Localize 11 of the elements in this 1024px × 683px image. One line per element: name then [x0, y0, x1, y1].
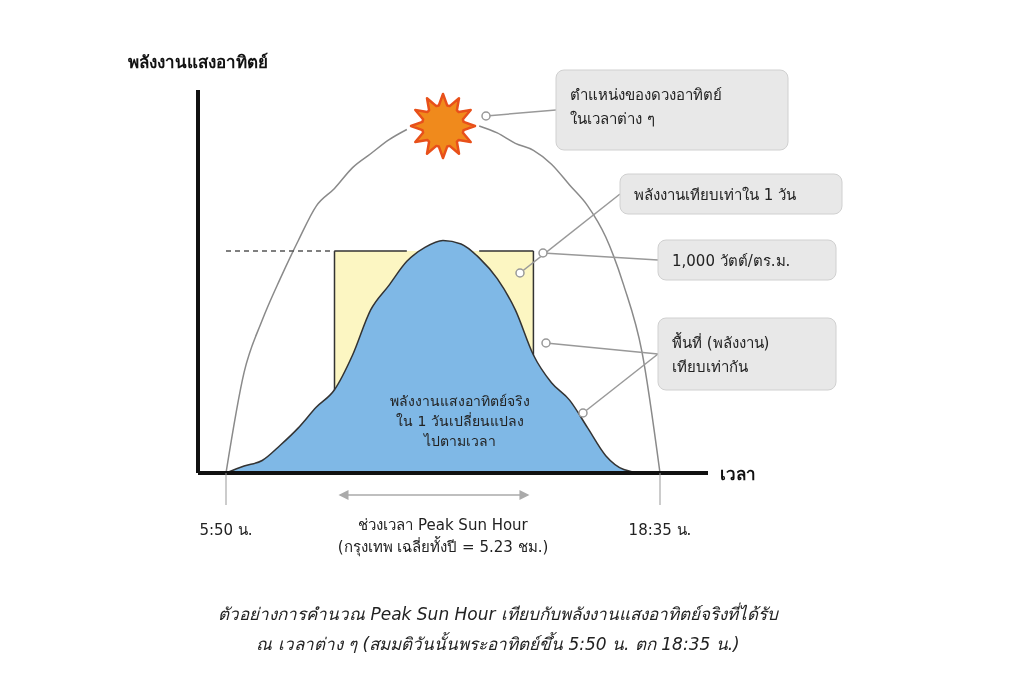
text: พื้นที่ (พลังงาน) เทียบเท่ากัน — [672, 332, 770, 376]
x-axis-title: เวลา — [720, 464, 756, 484]
text: ช่วงเวลา Peak Sun Hour (กรุงเทพ เฉลี่ยทั้งปี = 5.23 ชม.) — [337, 516, 549, 557]
text: ตัวอย่างการคำนวณ Peak Sun Hour เทียบกับพลังงานแสงอาทิตย์จริงที่ได้รับ ณ เวลาต่าง ๆ (สมมติวันนั้นพระอาทิตย์ขึ้น 5:50 น. ตก 18:35 น.) — [218, 602, 779, 654]
x-tick-label: 18:35 น. — [628, 521, 692, 539]
text: 1,000 วัตต์/ตร.ม. — [672, 252, 791, 270]
y-axis-title: พลังงานแสงอาทิตย์ — [128, 52, 268, 72]
annotation: พลังงานเทียบเท่าใน 1 วัน — [634, 186, 797, 204]
x-tick-label: 5:50 น. — [199, 521, 253, 539]
annotation: ตำแหน่งของดวงอาทิตย์ ในเวลาต่าง ๆ — [570, 86, 722, 128]
annotation: พลังงานแสงอาทิตย์จริง ใน 1 วันเปลี่ยนแปลง ไปตามเวลา — [390, 393, 530, 449]
